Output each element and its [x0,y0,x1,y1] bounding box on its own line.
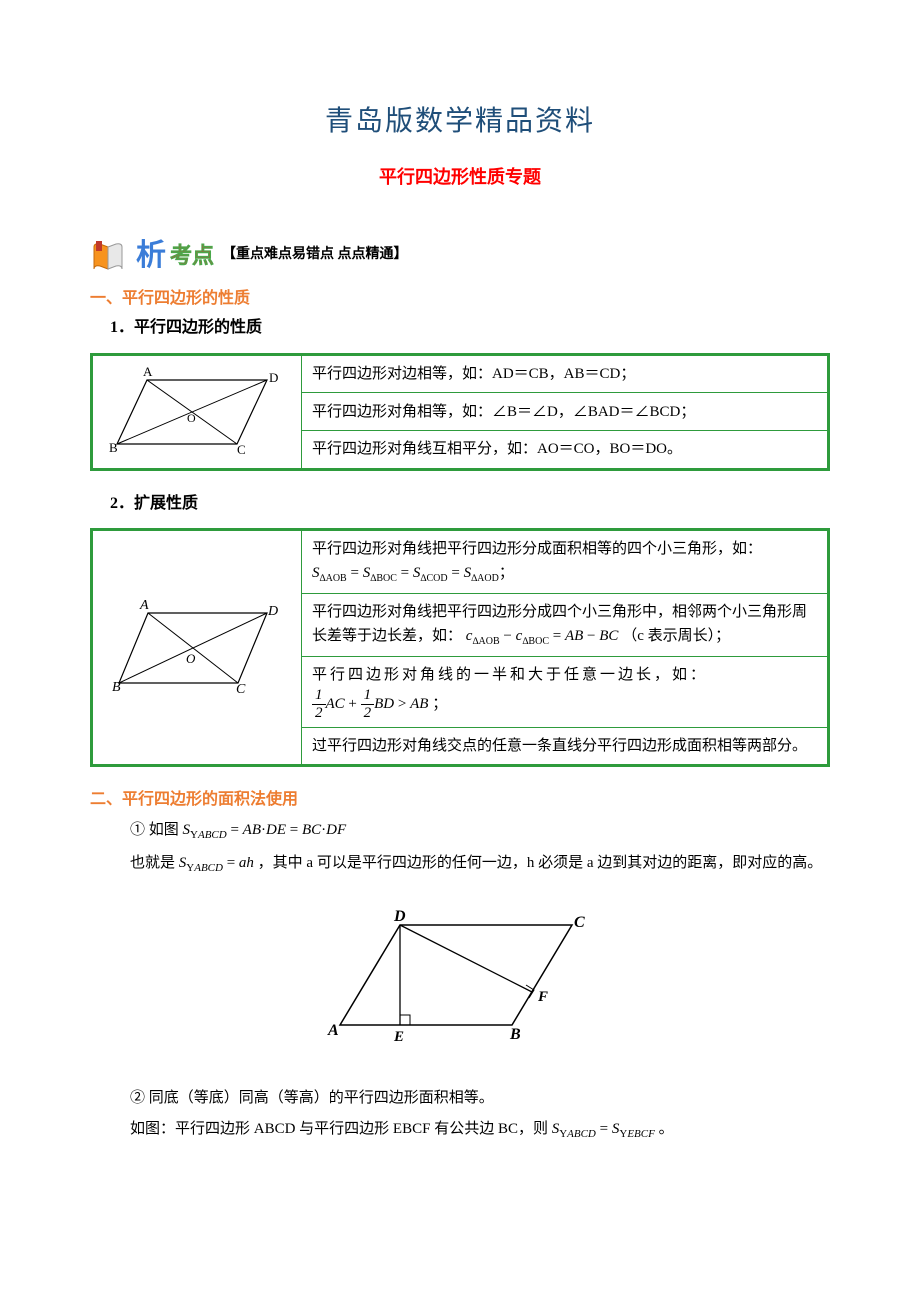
svg-text:D: D [393,908,406,925]
svg-text:O: O [187,411,196,425]
section2-line1: ① 如图 SYABCD = AB·DE = BC·DF [130,817,830,846]
main-title: 青岛版数学精品资料 [90,100,830,145]
book-icon [90,239,128,273]
section2-line2-post: ，其中 a 可以是平行四边形的任何一边，h 必须是 a 边到其对边的距离，即对应… [258,855,823,871]
svg-text:B: B [109,440,118,455]
section1-h1: 1．平行四边形的性质 [110,315,830,341]
table1-row-1: 平行四边形对角相等，如：∠B＝∠D，∠BAD＝∠BCD； [302,393,829,431]
parallelogram-height-diagram: D C A B E F [310,903,610,1053]
parallelogram-diagram-1: A D B C O [107,362,287,462]
table2-row-3: 过平行四边形对角线交点的任意一条直线分平行四边形成面积相等两部分。 [302,728,829,766]
svg-text:C: C [574,914,585,931]
section-sublabel: 【重点难点易错点 点点精通】 [222,244,408,266]
table1-row-2: 平行四边形对角线互相平分，如：AO＝CO，BO＝DO。 [302,431,829,470]
sub-title: 平行四边形性质专题 [90,163,830,192]
svg-text:A: A [327,1022,339,1039]
section1-h2: 2．扩展性质 [110,491,830,517]
section2-figure: D C A B E F [90,903,830,1062]
kaodian-text: 考点 [170,238,214,273]
section2-line3: ② 同底（等底）同高（等高）的平行四边形面积相等。 [130,1085,830,1112]
table1-row-0: 平行四边形对边相等，如：AD＝CB，AB＝CD； [302,354,829,393]
xi-char: 析 [136,232,166,280]
section2-title: 二、平行四边形的面积法使用 [90,787,830,813]
svg-text:B: B [509,1026,521,1043]
svg-text:D: D [269,370,278,385]
table1-diagram-cell: A D B C O [92,354,302,469]
section1-title: 一、平行四边形的性质 [90,286,830,312]
svg-text:C: C [237,442,246,457]
svg-text:E: E [393,1029,404,1045]
svg-text:O: O [186,651,196,666]
section2-line2: 也就是 SYABCD = ah ，其中 a 可以是平行四边形的任何一边，h 必须… [130,850,830,879]
table2-row-1: 平行四边形对角线把平行四边形分成四个小三角形中，相邻两个小三角形周长差等于边长差… [302,594,829,657]
section-heading-icon: 析 考点 【重点难点易错点 点点精通】 [90,232,830,280]
section2-line4: 如图：平行四边形 ABCD 与平行四边形 EBCF 有公共边 BC，则 SYAB… [130,1116,830,1145]
properties-table-1: A D B C O 平行四边形对边相等，如：AD＝CB，AB＝CD； 平行四边形… [90,353,830,471]
parallelogram-diagram-2: A D B C O [112,593,282,703]
table2-diagram-cell: A D B C O [92,530,302,766]
svg-text:A: A [139,598,149,613]
table2-row-0: 平行四边形对角线把平行四边形分成面积相等的四个小三角形，如： S∆AOB = S… [302,530,829,594]
svg-text:A: A [143,364,153,379]
svg-text:B: B [112,680,121,695]
svg-text:F: F [537,989,548,1005]
table2-row-2: 平行四边形对角线的一半和大于任意一边长，如： 12AC + 12BD > AB … [302,657,829,728]
svg-text:C: C [236,682,246,697]
properties-table-2: A D B C O 平行四边形对角线把平行四边形分成面积相等的四个小三角形，如：… [90,528,830,767]
svg-text:D: D [267,604,278,619]
